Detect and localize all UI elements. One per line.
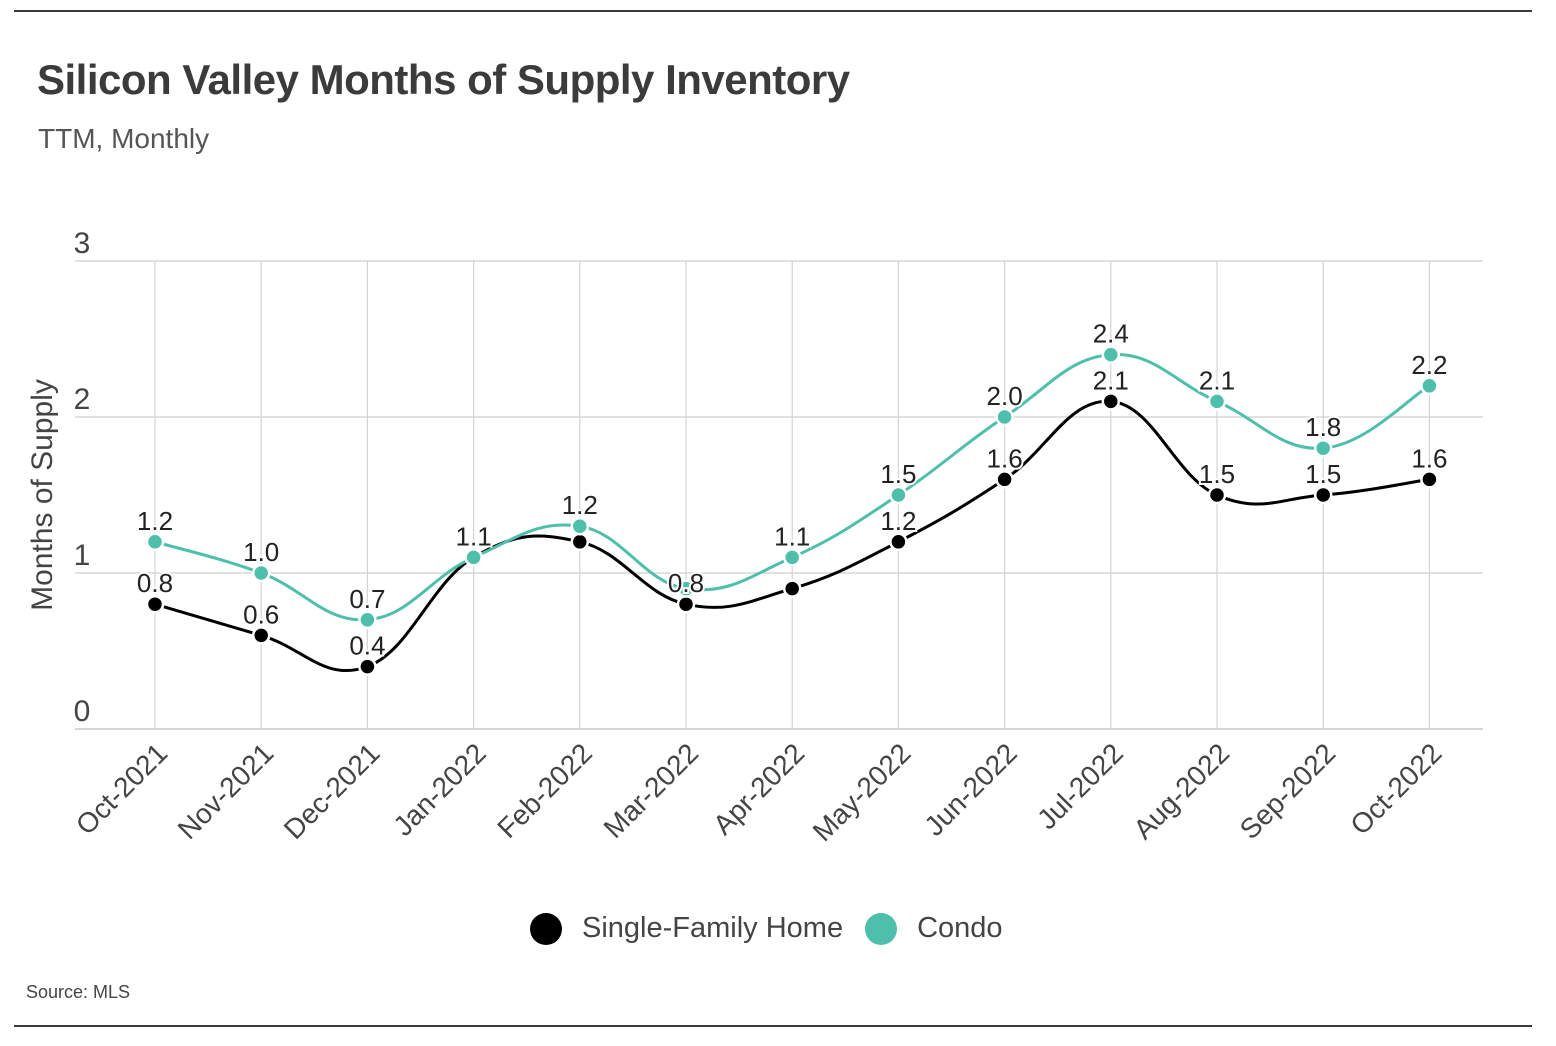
- data-label-condo-feb-2022: 1.2: [562, 490, 598, 520]
- legend-label-single-family: Single-Family Home: [582, 912, 844, 944]
- bottom-rule: [14, 1025, 1532, 1027]
- point-single-family-home-jul-2022: [1101, 392, 1121, 411]
- data-label-single-family-home-may-2022: 1.2: [880, 506, 916, 536]
- data-label-condo-jan-2022: 1.1: [456, 521, 492, 551]
- point-single-family-home-feb-2022: [570, 532, 590, 552]
- point-single-family-home-jun-2022: [995, 470, 1014, 489]
- point-condo-jun-2022: [995, 407, 1014, 427]
- data-label-single-family-home-oct-2021: 0.8: [137, 568, 173, 598]
- data-label-single-family-home-sep-2022: 1.5: [1305, 459, 1341, 489]
- data-label-condo-sep-2022: 1.8: [1305, 412, 1341, 442]
- x-tick-label-jan-2022: Jan-2022: [387, 737, 491, 841]
- x-tick-label-dec-2021: Dec-2021: [278, 737, 386, 845]
- point-condo-aug-2022: [1207, 392, 1227, 411]
- point-single-family-home-oct-2021: [145, 594, 165, 614]
- data-label-single-family-home-aug-2022: 1.5: [1199, 459, 1235, 489]
- legend-label-condo: Condo: [917, 912, 1003, 944]
- legend-swatch-single-family: [530, 912, 562, 945]
- y-axis-title: Months of Supply: [26, 379, 59, 611]
- point-single-family-home-aug-2022: [1207, 485, 1227, 505]
- point-single-family-home-sep-2022: [1313, 485, 1333, 505]
- x-tick-label-nov-2021: Nov-2021: [172, 737, 280, 845]
- point-condo-jul-2022: [1101, 345, 1121, 364]
- x-tick-label-jul-2022: Jul-2022: [1031, 737, 1129, 835]
- point-condo-feb-2022: [570, 516, 590, 536]
- point-single-family-home-dec-2021: [358, 657, 377, 676]
- point-single-family-home-apr-2022: [782, 579, 802, 598]
- x-tick-label-may-2022: May-2022: [807, 737, 917, 847]
- data-label-single-family-home-oct-2022: 1.6: [1411, 443, 1447, 473]
- data-label-single-family-home-nov-2021: 0.6: [243, 599, 279, 629]
- y-tick-label-0: 0: [74, 695, 91, 728]
- data-label-single-family-home-jun-2022: 1.6: [987, 443, 1023, 473]
- x-tick-label-oct-2021: Oct-2021: [70, 737, 173, 840]
- data-label-condo-oct-2022: 2.2: [1411, 350, 1447, 380]
- chart-legend: Single-Family Home Condo: [530, 912, 1025, 945]
- point-condo-oct-2021: [145, 532, 165, 552]
- point-condo-may-2022: [889, 485, 908, 505]
- point-single-family-home-nov-2021: [251, 626, 271, 645]
- data-label-condo-jun-2022: 2.0: [987, 381, 1023, 411]
- x-tick-label-oct-2022: Oct-2022: [1344, 737, 1447, 840]
- point-condo-mar-2022: [676, 579, 696, 598]
- point-single-family-home-may-2022: [889, 532, 908, 552]
- source-note: Source: MLS: [26, 982, 131, 1002]
- y-tick-label-1: 1: [74, 539, 91, 572]
- y-tick-label-3: 3: [74, 227, 91, 260]
- x-tick-label-sep-2022: Sep-2022: [1234, 737, 1342, 845]
- chart-subtitle: TTM, Monthly: [38, 123, 210, 154]
- x-tick-label-mar-2022: Mar-2022: [598, 737, 705, 844]
- y-tick-label-2: 2: [74, 383, 91, 416]
- data-label-condo-may-2022: 1.5: [880, 459, 916, 489]
- x-tick-label-feb-2022: Feb-2022: [491, 737, 598, 844]
- point-condo-oct-2022: [1420, 376, 1439, 396]
- data-label-condo-dec-2021: 0.7: [349, 584, 385, 614]
- point-condo-nov-2021: [251, 563, 271, 583]
- x-tick-label-aug-2022: Aug-2022: [1127, 737, 1235, 845]
- top-rule: [14, 10, 1532, 12]
- chart-title: Silicon Valley Months of Supply Inventor…: [37, 56, 850, 103]
- data-label-single-family-home-dec-2021: 0.4: [349, 631, 385, 661]
- x-tick-label-apr-2022: Apr-2022: [707, 737, 810, 840]
- data-label-condo-jul-2022: 2.4: [1093, 319, 1129, 349]
- data-label-condo-oct-2021: 1.2: [137, 506, 173, 536]
- data-label-single-family-home-jul-2022: 2.1: [1093, 365, 1129, 395]
- data-label-single-family-home-mar-2022: 0.8: [668, 568, 704, 598]
- point-condo-jan-2022: [464, 548, 483, 567]
- point-condo-sep-2022: [1313, 438, 1333, 458]
- legend-item-condo[interactable]: Condo: [865, 912, 1003, 945]
- x-tick-label-jun-2022: Jun-2022: [918, 737, 1022, 841]
- point-single-family-home-oct-2022: [1420, 470, 1439, 489]
- data-label-condo-nov-2021: 1.0: [243, 537, 279, 567]
- point-single-family-home-mar-2022: [676, 594, 696, 614]
- point-condo-dec-2021: [358, 610, 377, 630]
- legend-item-single-family[interactable]: Single-Family Home: [530, 912, 843, 945]
- legend-swatch-condo: [865, 912, 898, 945]
- data-label-condo-apr-2022: 1.1: [774, 521, 810, 551]
- data-label-condo-aug-2022: 2.1: [1199, 365, 1235, 395]
- point-condo-apr-2022: [782, 548, 802, 567]
